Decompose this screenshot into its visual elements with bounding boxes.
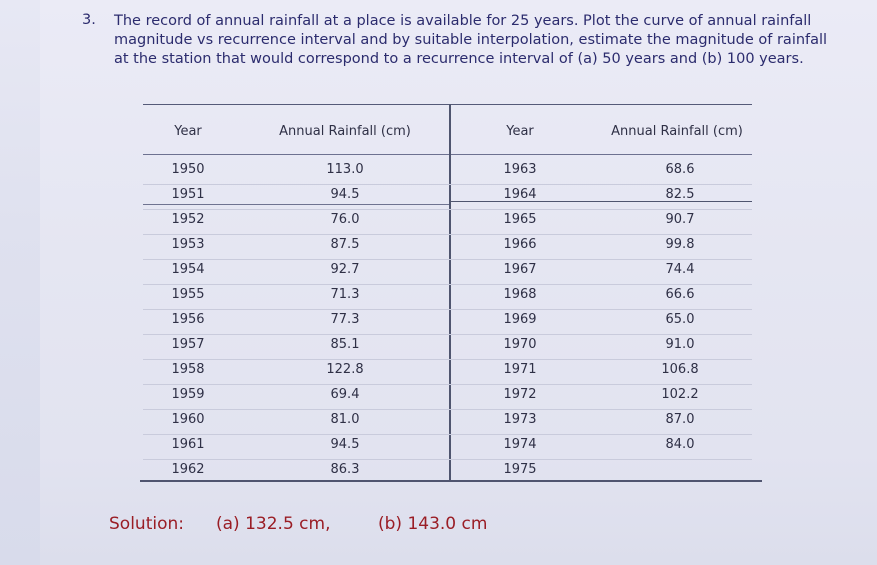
right-year-cell: 1975 xyxy=(503,462,537,477)
right-rainfall-cell xyxy=(640,460,720,480)
right-rainfall-cell: 87.0 xyxy=(665,412,695,427)
right-year-cell: 1971 xyxy=(503,362,537,377)
row-gridline xyxy=(143,409,752,410)
right-rainfall-cell: 74.4 xyxy=(665,262,695,277)
left-year-cell: 1955 xyxy=(171,287,205,302)
page-background xyxy=(40,0,877,565)
right-year-cell: 1972 xyxy=(503,387,537,402)
right-year-cell: 1970 xyxy=(503,337,537,352)
question-text: The record of annual rainfall at a place… xyxy=(114,13,828,67)
right-rainfall-cell: 84.0 xyxy=(665,437,695,452)
header-year-right: Year xyxy=(506,124,534,139)
right-rainfall-cell: 65.0 xyxy=(665,312,695,327)
row-gridline xyxy=(143,184,752,185)
left-rainfall-cell: 122.8 xyxy=(326,362,364,377)
left-rainfall-cell: 76.0 xyxy=(330,212,360,227)
row-gridline xyxy=(143,309,752,310)
left-rainfall-cell: 81.0 xyxy=(330,412,360,427)
right-year-cell: 1963 xyxy=(503,162,537,177)
left-rainfall-cell: 86.3 xyxy=(330,462,360,477)
table-bottom-rule xyxy=(140,480,762,482)
right-year-cell: 1968 xyxy=(503,287,537,302)
row-gridline xyxy=(143,209,752,210)
row-gridline xyxy=(143,234,752,235)
left-year-cell: 1957 xyxy=(171,337,205,352)
left-year-cell: 1961 xyxy=(171,437,205,452)
right-year-cell: 1967 xyxy=(503,262,537,277)
left-year-cell: 1960 xyxy=(171,412,205,427)
left-row-separator xyxy=(143,204,449,205)
right-rainfall-cell: 66.6 xyxy=(665,287,695,302)
left-rainfall-cell: 113.0 xyxy=(326,162,364,177)
row-gridline xyxy=(143,384,752,385)
right-rainfall-cell: 68.6 xyxy=(665,162,695,177)
header-separator xyxy=(143,154,752,155)
question-number: 3. xyxy=(82,12,96,28)
left-year-cell: 1958 xyxy=(171,362,205,377)
left-rainfall-cell: 77.3 xyxy=(330,312,360,327)
header-rainfall-right: Annual Rainfall (cm) xyxy=(611,124,743,139)
left-rainfall-cell: 94.5 xyxy=(330,187,360,202)
left-rainfall-cell: 71.3 xyxy=(330,287,360,302)
right-year-cell: 1964 xyxy=(503,187,537,202)
right-rainfall-cell: 82.5 xyxy=(665,187,695,202)
row-gridline xyxy=(143,284,752,285)
left-year-cell: 1952 xyxy=(171,212,205,227)
right-rainfall-cell: 90.7 xyxy=(665,212,695,227)
row-gridline xyxy=(143,359,752,360)
left-year-cell: 1953 xyxy=(171,237,205,252)
row-gridline xyxy=(143,334,752,335)
right-rainfall-cell: 91.0 xyxy=(665,337,695,352)
left-year-cell: 1950 xyxy=(171,162,205,177)
solution-label: Solution: xyxy=(109,514,184,534)
left-rainfall-cell: 87.5 xyxy=(330,237,360,252)
left-rainfall-cell: 69.4 xyxy=(330,387,360,402)
right-year-cell: 1974 xyxy=(503,437,537,452)
header-rainfall-left: Annual Rainfall (cm) xyxy=(279,124,411,139)
left-rainfall-cell: 85.1 xyxy=(330,337,360,352)
right-year-cell: 1965 xyxy=(503,212,537,227)
column-divider xyxy=(449,104,451,482)
right-year-cell: 1966 xyxy=(503,237,537,252)
rainfall-table: Year Annual Rainfall (cm) Year Annual Ra… xyxy=(140,104,762,482)
right-rainfall-cell: 99.8 xyxy=(665,237,695,252)
row-gridline xyxy=(143,434,752,435)
row-gridline xyxy=(143,459,752,460)
right-row-separator xyxy=(451,201,752,202)
row-gridline xyxy=(143,259,752,260)
left-year-cell: 1951 xyxy=(171,187,205,202)
left-year-cell: 1959 xyxy=(171,387,205,402)
right-rainfall-cell: 106.8 xyxy=(661,362,699,377)
solution-part-b: (b) 143.0 cm xyxy=(378,514,488,534)
left-year-cell: 1956 xyxy=(171,312,205,327)
left-rainfall-cell: 92.7 xyxy=(330,262,360,277)
right-year-cell: 1973 xyxy=(503,412,537,427)
right-rainfall-cell: 102.2 xyxy=(661,387,699,402)
table-top-rule xyxy=(143,104,752,105)
left-rainfall-cell: 94.5 xyxy=(330,437,360,452)
right-year-cell: 1969 xyxy=(503,312,537,327)
left-year-cell: 1954 xyxy=(171,262,205,277)
left-year-cell: 1962 xyxy=(171,462,205,477)
header-year-left: Year xyxy=(174,124,202,139)
solution-part-a: (a) 132.5 cm, xyxy=(216,514,331,534)
